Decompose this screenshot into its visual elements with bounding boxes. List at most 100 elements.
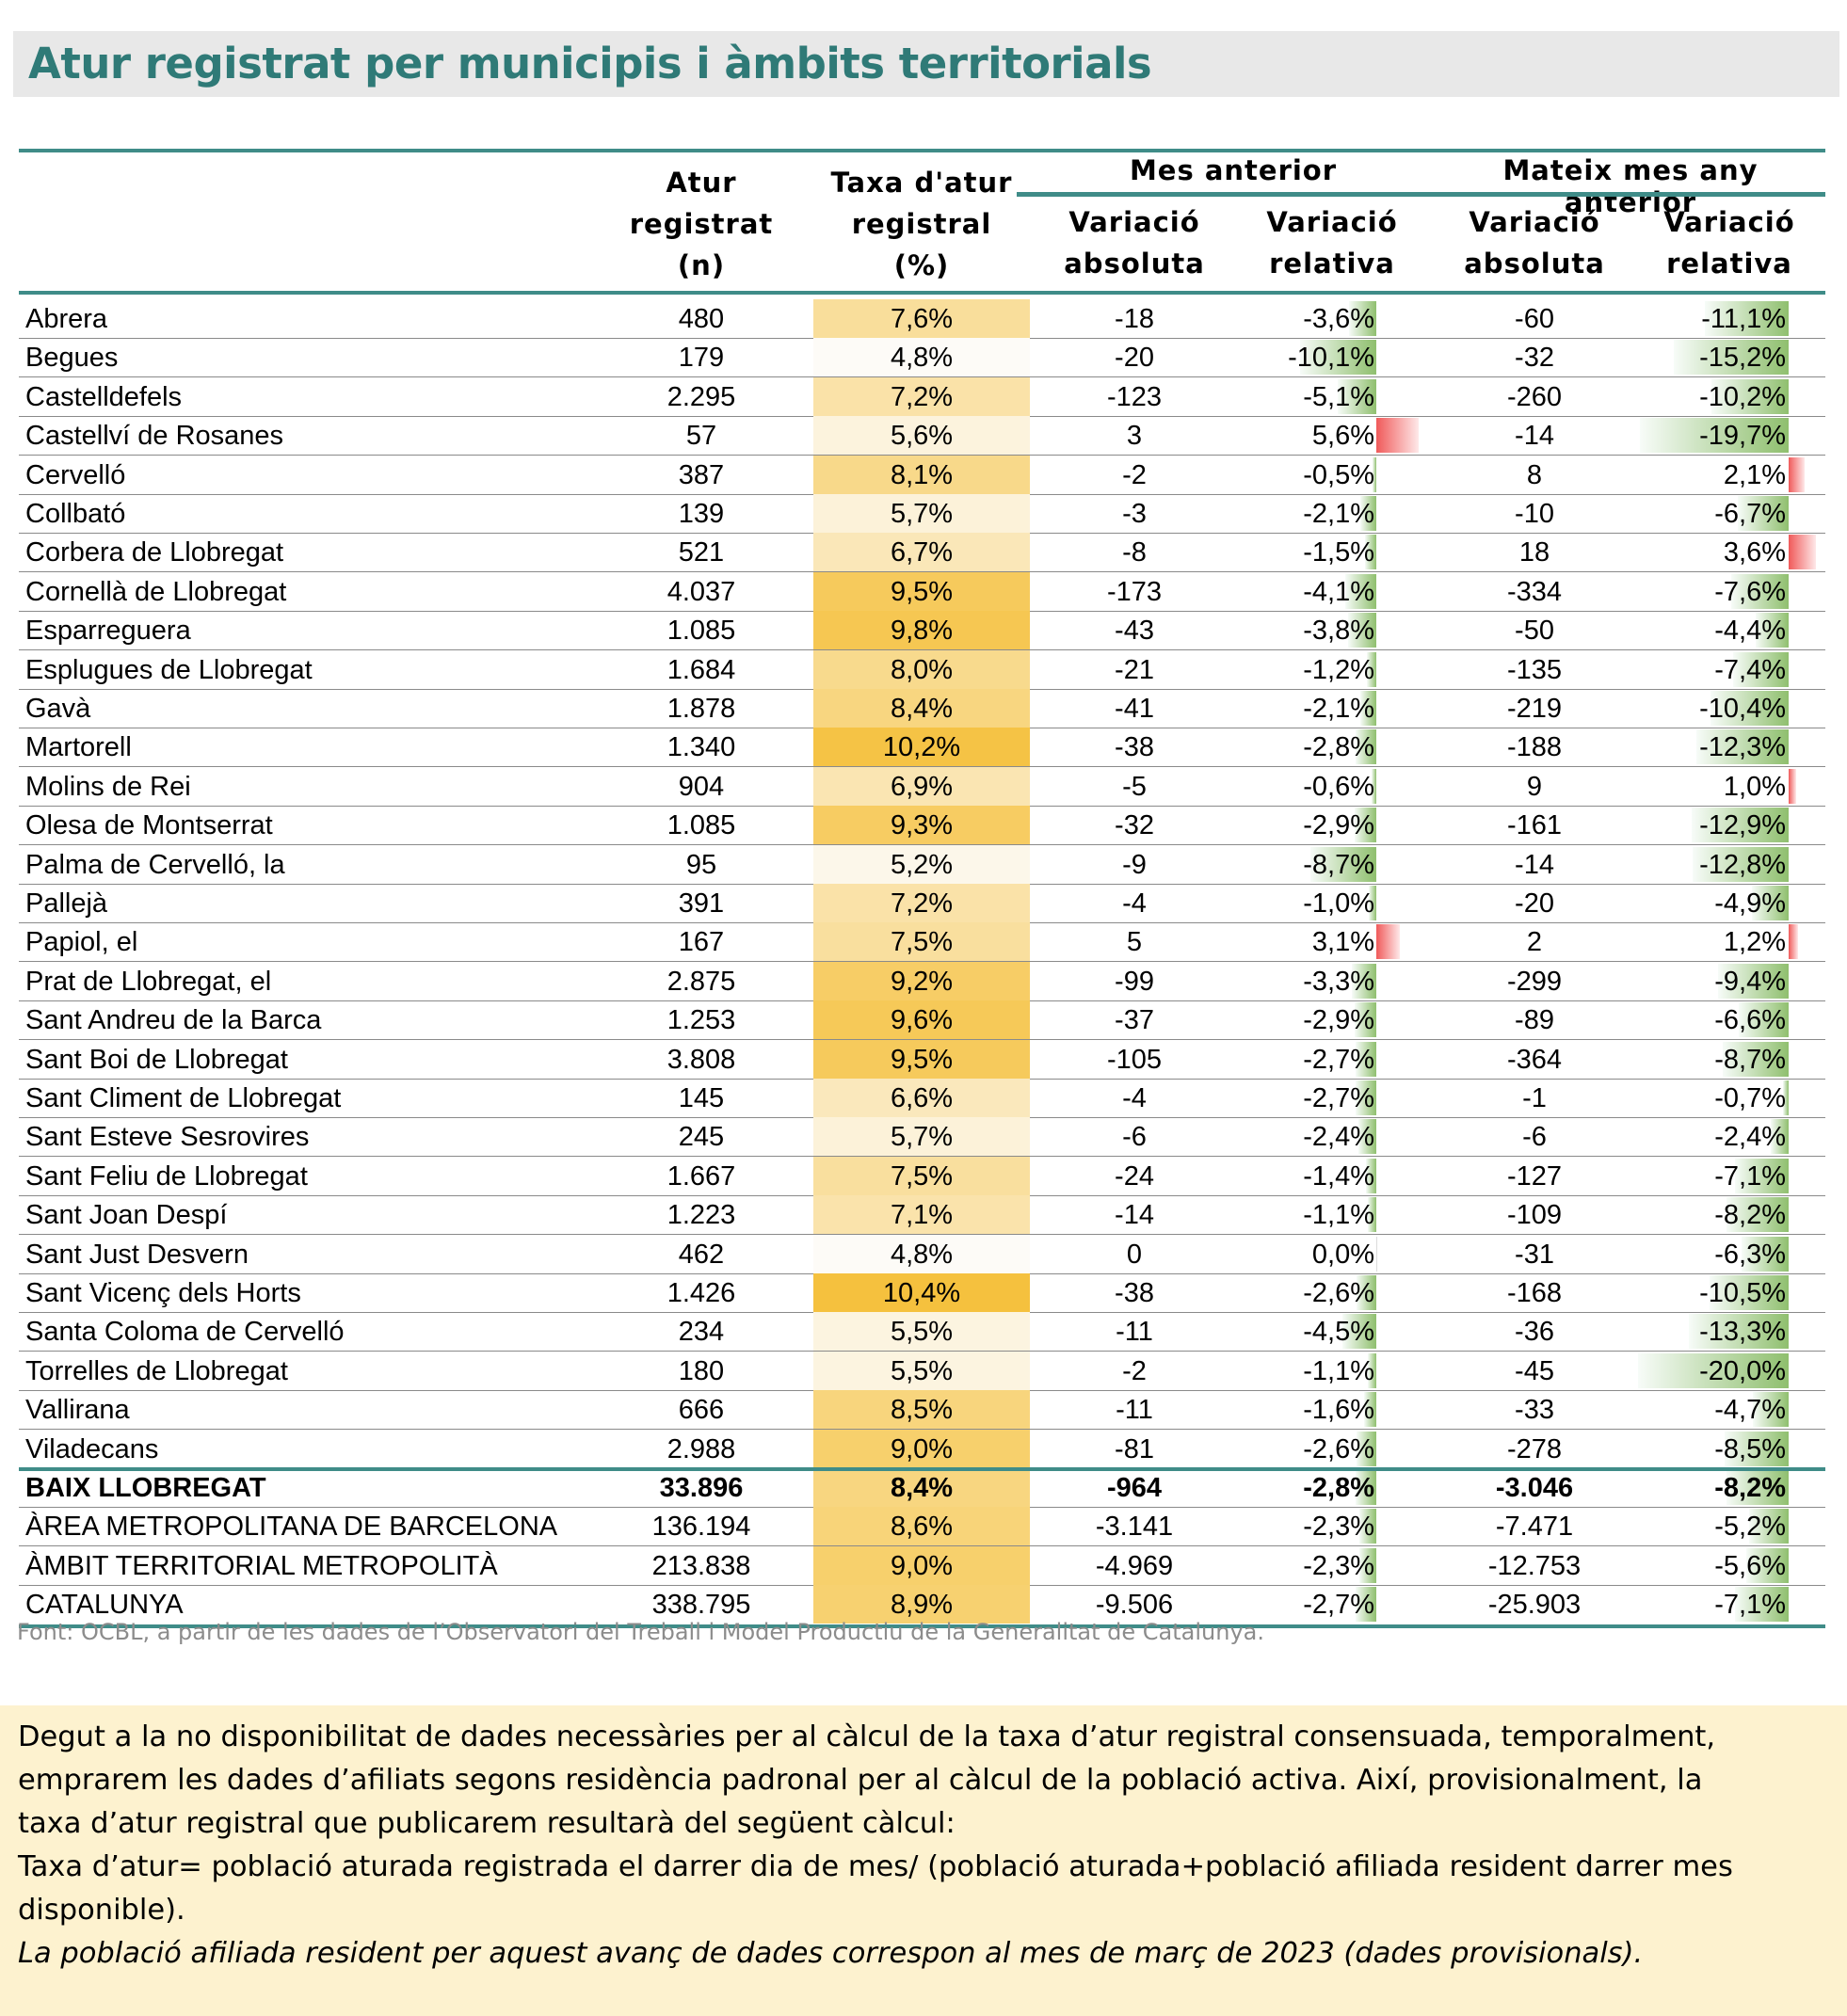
month-rel-databar bbox=[1376, 1236, 1377, 1272]
year-rel-value: -2,4% bbox=[1714, 1122, 1786, 1153]
table-row: Olesa de Montserrat 1.085 9,3% -32 -2,9% -161… bbox=[19, 806, 1825, 846]
header-year-rel-line1: Variació bbox=[1663, 206, 1795, 238]
header-atur-line2: registrat bbox=[629, 208, 774, 240]
year-rel-value: -10,5% bbox=[1699, 1278, 1786, 1308]
year-abs-value: -299 bbox=[1506, 966, 1563, 997]
month-rel-databar bbox=[1354, 808, 1376, 843]
year-abs-value: -20 bbox=[1515, 888, 1554, 919]
year-rel-value: -9,4% bbox=[1714, 966, 1786, 997]
table-row: Santa Coloma de Cervelló 234 5,5% -11 -4,5% -… bbox=[19, 1312, 1825, 1352]
taxa-value: 8,6% bbox=[890, 1512, 954, 1543]
taxa-value: 4,8% bbox=[890, 1239, 954, 1270]
month-abs-value: -105 bbox=[1106, 1044, 1163, 1075]
taxa-value: 8,4% bbox=[890, 1473, 954, 1503]
table-row: Begues 179 4,8% -20 -10,1% -32 -15,2% bbox=[19, 338, 1825, 378]
table-row: Collbató 139 5,7% -3 -2,1% -10 -6,7% bbox=[19, 494, 1825, 534]
table-top-rule bbox=[19, 149, 1825, 152]
year-rel-databar bbox=[1691, 808, 1789, 843]
taxa-value: 9,6% bbox=[890, 1005, 954, 1036]
month-abs-value: -20 bbox=[1115, 343, 1154, 374]
taxa-heat-cell bbox=[813, 1468, 1030, 1507]
year-rel-databar bbox=[1705, 301, 1789, 336]
taxa-value: 9,2% bbox=[890, 966, 954, 997]
atur-value: 139 bbox=[678, 499, 725, 529]
month-rel-databar bbox=[1354, 1002, 1376, 1038]
month-rel-value: 3,1% bbox=[1311, 927, 1374, 958]
month-rel-value: -4,1% bbox=[1303, 576, 1374, 607]
year-rel-value: 1,2% bbox=[1723, 927, 1786, 958]
month-abs-value: -81 bbox=[1115, 1433, 1154, 1464]
total-row: CATALUNYA 338.795 8,9% -9.506 -2,7% -25.903 -7… bbox=[19, 1585, 1825, 1624]
month-rel-databar bbox=[1364, 1392, 1376, 1428]
municipality-name: BAIX LLOBREGAT bbox=[25, 1473, 266, 1503]
year-abs-value: -161 bbox=[1506, 810, 1563, 841]
month-rel-value: -10,1% bbox=[1288, 343, 1374, 374]
municipality-name: Pallejà bbox=[25, 888, 108, 919]
atur-value: 145 bbox=[678, 1083, 725, 1113]
year-abs-value: -135 bbox=[1506, 654, 1563, 685]
year-abs-value: -45 bbox=[1515, 1355, 1554, 1386]
year-rel-databar bbox=[1674, 340, 1789, 376]
year-rel-databar bbox=[1741, 1236, 1789, 1272]
atur-value: 1.426 bbox=[667, 1278, 736, 1308]
month-abs-value: -3 bbox=[1122, 499, 1147, 529]
table-bottom-rule bbox=[19, 1624, 1825, 1628]
header-month-abs-line1: Variació bbox=[1068, 206, 1200, 238]
atur-value: 2.295 bbox=[667, 381, 736, 412]
month-rel-databar bbox=[1347, 613, 1376, 648]
atur-value: 480 bbox=[678, 304, 725, 334]
taxa-heat-cell bbox=[813, 1429, 1030, 1468]
year-rel-databar bbox=[1755, 613, 1789, 648]
month-abs-value: -18 bbox=[1115, 304, 1154, 334]
table-row: Sant Vicenç dels Horts 1.426 10,4% -38 -2,6%… bbox=[19, 1273, 1825, 1313]
header-group-previous-month: Mes anterior bbox=[1129, 154, 1338, 186]
year-rel-value: -6,7% bbox=[1714, 499, 1786, 529]
year-rel-databar bbox=[1738, 496, 1789, 531]
month-rel-databar bbox=[1349, 301, 1376, 336]
taxa-value: 6,9% bbox=[890, 771, 954, 802]
month-abs-value: 3 bbox=[1126, 421, 1143, 452]
month-rel-databar bbox=[1356, 1587, 1376, 1623]
month-rel-value: -3,8% bbox=[1303, 616, 1374, 647]
taxa-heat-cell bbox=[813, 1390, 1030, 1430]
table-row: Pallejà 391 7,2% -4 -1,0% -20 -4,9% bbox=[19, 884, 1825, 923]
taxa-heat-cell bbox=[813, 728, 1030, 767]
taxa-value: 5,5% bbox=[890, 1317, 954, 1348]
table-row: Sant Just Desvern 462 4,8% 0 0,0% -31 -6,3% bbox=[19, 1234, 1825, 1274]
month-rel-databar bbox=[1338, 378, 1376, 414]
taxa-heat-cell bbox=[813, 1273, 1030, 1312]
month-abs-value: -9 bbox=[1122, 849, 1147, 880]
taxa-heat-cell bbox=[813, 299, 1030, 338]
atur-value: 2.875 bbox=[667, 966, 736, 997]
year-rel-value: -7,1% bbox=[1714, 1590, 1786, 1621]
atur-value: 666 bbox=[678, 1395, 725, 1426]
municipality-name: Palma de Cervelló, la bbox=[25, 849, 285, 880]
taxa-value: 5,5% bbox=[890, 1355, 954, 1386]
month-rel-databar bbox=[1367, 651, 1376, 687]
month-rel-value: -2,1% bbox=[1303, 694, 1374, 724]
year-rel-databar bbox=[1732, 651, 1789, 687]
year-abs-value: -127 bbox=[1506, 1160, 1563, 1192]
month-rel-value: -4,5% bbox=[1303, 1317, 1374, 1348]
total-row: ÀMBIT TERRITORIAL METROPOLITÀ 213.838 9,0%… bbox=[19, 1545, 1825, 1586]
year-abs-value: 9 bbox=[1526, 771, 1543, 802]
month-abs-value: -37 bbox=[1115, 1005, 1154, 1036]
header-month-abs: Variació absoluta bbox=[1036, 201, 1233, 284]
year-abs-value: -50 bbox=[1515, 616, 1554, 647]
header-atur-line1: Atur bbox=[666, 167, 737, 199]
year-rel-value: -6,3% bbox=[1714, 1239, 1786, 1270]
month-rel-databar bbox=[1376, 924, 1400, 960]
municipality-name: Corbera de Llobregat bbox=[25, 537, 284, 568]
taxa-heat-cell bbox=[813, 338, 1030, 377]
month-rel-databar bbox=[1355, 729, 1376, 765]
municipality-name: Papiol, el bbox=[25, 927, 138, 958]
month-rel-databar bbox=[1365, 1158, 1376, 1193]
year-rel-databar bbox=[1789, 456, 1805, 492]
month-rel-databar bbox=[1358, 1547, 1376, 1583]
month-abs-value: -964 bbox=[1106, 1473, 1163, 1503]
taxa-value: 9,5% bbox=[890, 576, 954, 607]
header-year-abs-line1: Variació bbox=[1469, 206, 1600, 238]
month-abs-value: -4 bbox=[1122, 1083, 1147, 1113]
year-rel-value: -4,7% bbox=[1714, 1395, 1786, 1426]
total-row: BAIX LLOBREGAT 33.896 8,4% -964 -2,8% -3.046 -… bbox=[19, 1468, 1825, 1508]
